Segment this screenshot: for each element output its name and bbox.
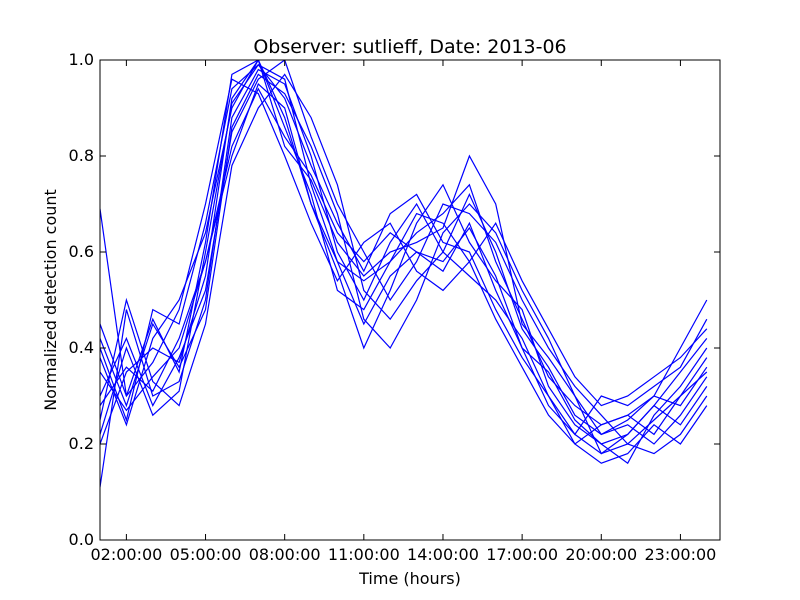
x-axis-label: Time (hours) [358, 569, 461, 588]
x-tick-labels: 02:00:00 05:00:00 08:00:00 11:00:00 14:00:00… [90, 545, 716, 564]
x-tick-label: 08:00:00 [249, 545, 321, 564]
series-line-7 [100, 78, 708, 407]
plot-area [99, 59, 721, 541]
chart-title: Observer: sutlieff, Date: 2013-06 [253, 36, 566, 58]
y-axis-label: Normalized detection count [41, 189, 60, 411]
x-tick-label: 02:00:00 [90, 545, 162, 564]
y-tick-label: 0.0 [69, 530, 94, 549]
x-tick-label: 17:00:00 [486, 545, 558, 564]
x-tick-label: 14:00:00 [407, 545, 479, 564]
plot-background [100, 60, 720, 540]
tick-marks [100, 59, 720, 541]
series-line-6 [100, 60, 708, 455]
y-tick-labels: 0.0 0.2 0.4 0.6 0.8 1.0 [69, 50, 94, 549]
x-tick-label: 11:00:00 [328, 545, 400, 564]
y-tick-label: 0.4 [69, 338, 94, 357]
series-line-8 [100, 73, 708, 445]
x-tick-label: 05:00:00 [170, 545, 242, 564]
y-tick-label: 0.8 [69, 146, 94, 165]
y-tick-label: 0.6 [69, 242, 94, 261]
series-line-3 [100, 68, 708, 488]
series-group [100, 60, 708, 488]
y-tick-label: 0.2 [69, 434, 94, 453]
plot-frame [99, 59, 721, 541]
series-line-11 [100, 73, 708, 455]
series-line-5 [100, 63, 708, 464]
series-line-9 [100, 60, 708, 465]
y-tick-label: 1.0 [69, 50, 94, 69]
series-line-12 [100, 64, 708, 445]
x-tick-label: 20:00:00 [565, 545, 637, 564]
x-tick-label: 23:00:00 [644, 545, 716, 564]
